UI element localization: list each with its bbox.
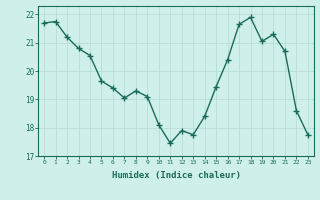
X-axis label: Humidex (Indice chaleur): Humidex (Indice chaleur): [111, 171, 241, 180]
